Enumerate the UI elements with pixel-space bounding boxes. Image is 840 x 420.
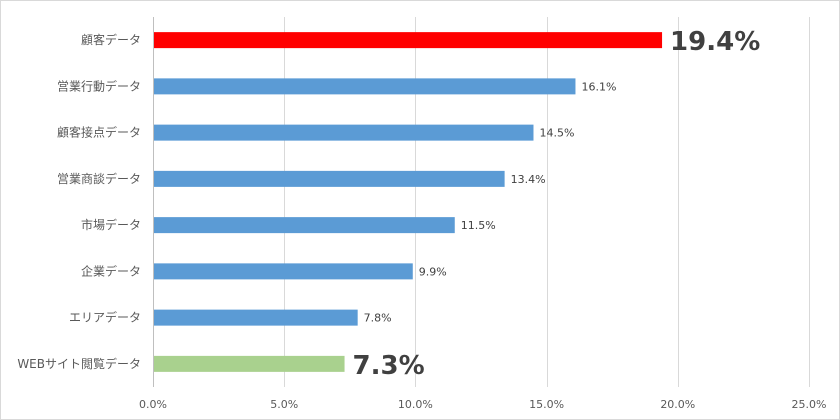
category-label: エリアデータ <box>69 310 141 325</box>
category-label: 市場データ <box>81 217 141 232</box>
x-tick-label: 15.0% <box>529 398 564 411</box>
x-tick-label: 10.0% <box>398 398 433 411</box>
bar <box>154 32 663 49</box>
x-tick-label: 5.0% <box>270 398 298 411</box>
bar <box>154 355 345 372</box>
x-tick-label: 20.0% <box>660 398 695 411</box>
x-tick-label: 0.0% <box>139 398 167 411</box>
gridlines <box>153 17 810 387</box>
category-label: 企業データ <box>81 263 141 278</box>
bar <box>154 170 505 187</box>
data-label: 7.8% <box>364 312 392 325</box>
bar <box>154 217 455 234</box>
bar <box>154 263 413 280</box>
data-label: 11.5% <box>461 219 496 232</box>
bars <box>154 32 663 372</box>
bar <box>154 124 534 141</box>
category-label: 顧客接点データ <box>57 125 141 140</box>
category-label: 営業行動データ <box>57 78 141 93</box>
data-labels: 19.4% 16.1% 14.5% 13.4% 11.5% 9.9% 7.8% 7.3% <box>353 27 761 381</box>
data-label: 9.9% <box>419 265 447 278</box>
category-label: 営業商談データ <box>57 171 141 186</box>
data-label: 13.4% <box>511 173 546 186</box>
data-label: 7.3% <box>353 351 425 381</box>
bar <box>154 78 576 95</box>
category-label: 顧客データ <box>81 32 141 47</box>
data-label: 16.1% <box>581 80 616 93</box>
x-tick-label: 25.0% <box>792 398 827 411</box>
data-label: 19.4% <box>670 27 760 57</box>
category-labels: 顧客データ営業行動データ顧客接点データ営業商談データ市場データ企業データエリアデ… <box>17 32 141 371</box>
data-label: 14.5% <box>539 127 574 140</box>
category-label: WEBサイト閲覧データ <box>17 356 141 371</box>
x-tick-labels: 0.0% 5.0% 10.0% 15.0% 20.0% 25.0% <box>139 398 826 411</box>
bar <box>154 309 358 326</box>
